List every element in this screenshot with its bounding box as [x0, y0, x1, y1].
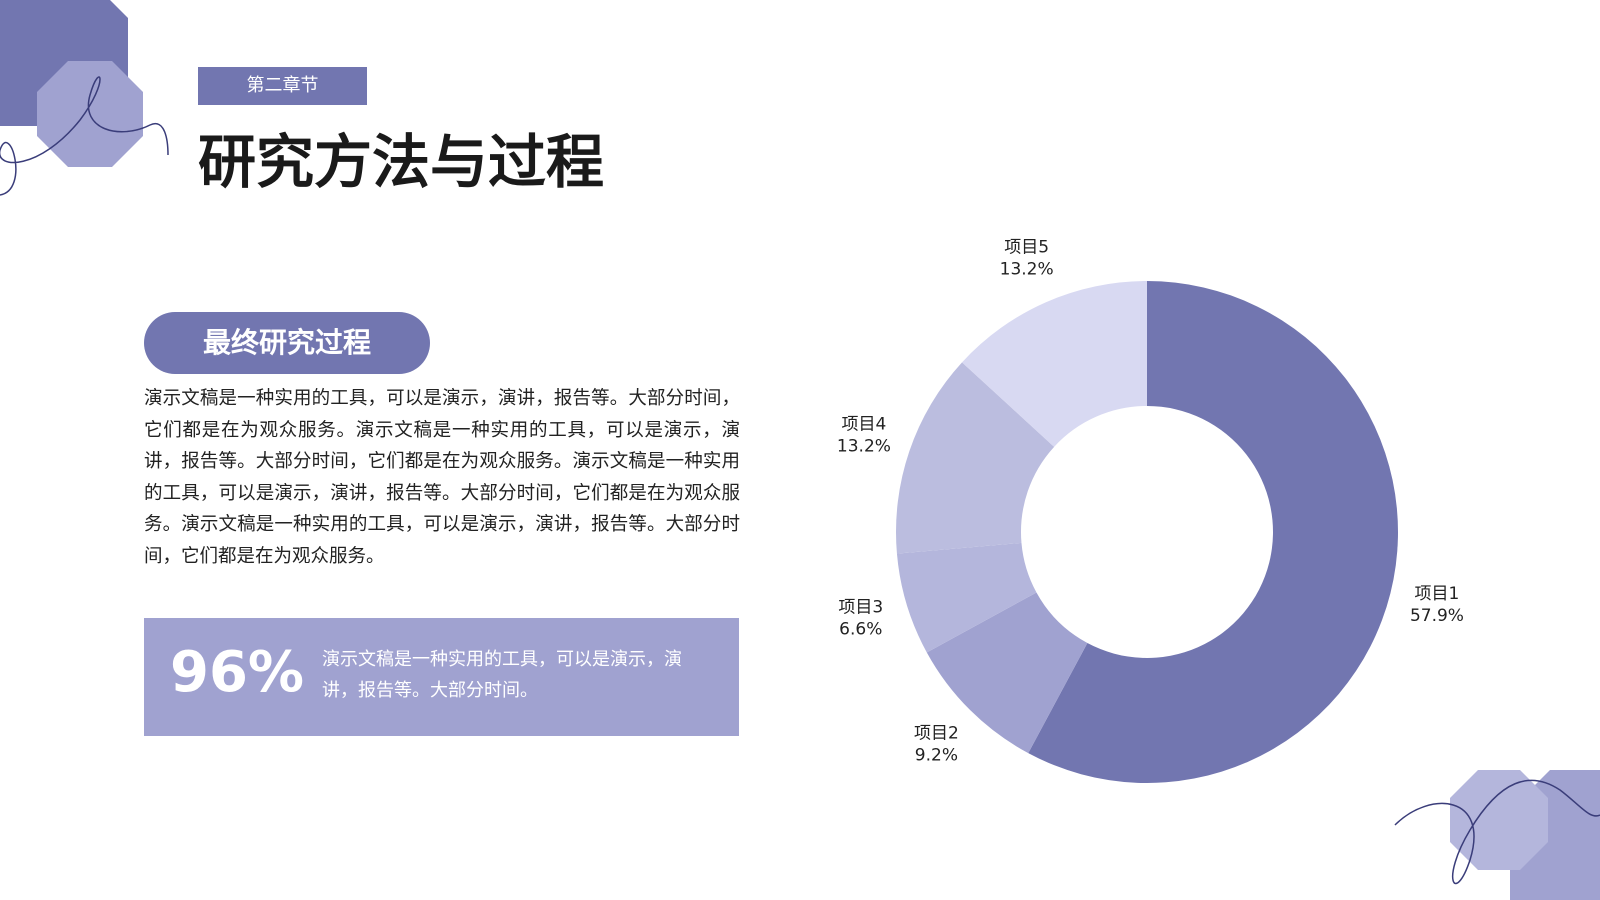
slice-label: 项目5 — [1004, 237, 1049, 257]
value-label: 6.6% — [839, 619, 882, 639]
section-tag: 第二章节 — [198, 67, 367, 105]
subtitle: 最终研究过程 — [144, 312, 430, 374]
donut-slice — [896, 362, 1055, 554]
value-label: 57.9% — [1410, 606, 1464, 626]
value-label: 13.2% — [837, 437, 891, 457]
stat-box — [144, 618, 739, 736]
donut-slice — [926, 592, 1088, 754]
donut-slice — [1028, 281, 1398, 783]
slice-label: 项目4 — [842, 415, 887, 435]
decor — [0, 76, 169, 196]
slice-label: 项目2 — [914, 723, 959, 743]
stat-text: 演示文稿是一种实用的工具，可以是演示，演讲，报告等。大部分时间。 — [322, 649, 682, 701]
slice-label: 项目3 — [838, 597, 883, 617]
stat: 96% — [170, 640, 305, 705]
value-label: 13.2% — [1000, 259, 1054, 279]
title: 研究方法与过程 — [198, 128, 605, 196]
donut-slice — [896, 542, 1037, 653]
donut-slice — [962, 281, 1147, 447]
slice-label: 项目1 — [1415, 584, 1460, 604]
paragraph: 演示文稿是一种实用的工具，可以是演示，演讲，报告等。大部分时间，它们都是在为观众… — [144, 388, 740, 567]
decor — [1394, 779, 1600, 885]
decor — [1450, 770, 1548, 870]
value-label: 9.2% — [915, 745, 958, 765]
